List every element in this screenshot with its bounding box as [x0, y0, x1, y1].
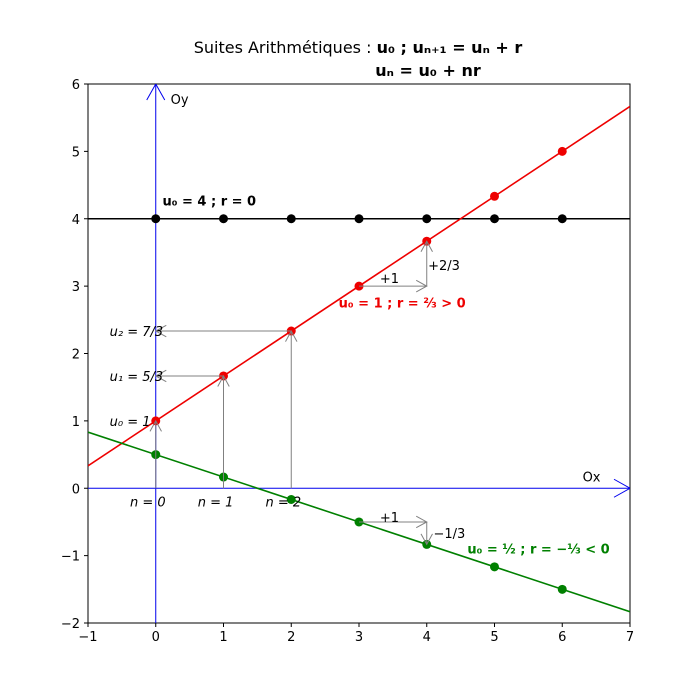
red-rise-label: +2/3 — [428, 259, 460, 274]
chart-title-line2: uₙ = u₀ + nr — [375, 61, 481, 80]
y-tick-label: 5 — [72, 145, 80, 160]
ox-arrow-head — [613, 478, 630, 498]
oy-arrow-head — [146, 84, 166, 101]
annotations: Ox Oy +1 +2/3 +1 −1/3 u₀ = 4 ; r = 0 u₀ = 1 ; r… — [110, 93, 610, 594]
series-label-red: u₀ = 1 ; r = ⅔ > 0 — [339, 297, 466, 312]
y-tick-label: 1 — [72, 415, 80, 430]
series-label-green: u₀ = ½ ; r = −⅓ < 0 — [467, 543, 609, 558]
n-label-2: n = 2 — [266, 495, 302, 510]
y-tick-label: 4 — [72, 213, 80, 228]
n-label-1: n = 1 — [198, 495, 234, 510]
x-tick-label: 7 — [626, 630, 634, 645]
y-tick-label: 6 — [72, 78, 80, 93]
series-point-0 — [557, 214, 567, 224]
n-label-0: n = 0 — [130, 495, 166, 510]
series-point-0 — [219, 214, 228, 224]
green-run-label: +1 — [380, 511, 399, 526]
series-point-0 — [286, 214, 296, 224]
x-tick-label: 5 — [490, 630, 498, 645]
y-tick-label: 0 — [72, 482, 80, 497]
series-point-0 — [490, 214, 499, 224]
series-point-1 — [490, 191, 499, 201]
u-label-2: u₂ = 7/3 — [110, 325, 164, 340]
series-point-0 — [354, 214, 364, 224]
u-label-0: u₀ = 1 — [110, 415, 151, 430]
series-point-2 — [557, 584, 567, 594]
red-rise-arrow-head — [420, 240, 433, 252]
series-point-2 — [286, 494, 296, 504]
u-label-1: u₁ = 5/3 — [110, 370, 164, 385]
vertical-arrow-n0-head — [149, 419, 162, 432]
x-tick-label: 0 — [152, 630, 160, 645]
x-tick-label: 2 — [287, 630, 295, 645]
y-tick-label: 2 — [72, 348, 80, 363]
horizontal-arrow-u1-head — [154, 369, 167, 383]
x-tick-label: 6 — [558, 630, 566, 645]
x-tick-label: 3 — [355, 630, 363, 645]
green-rise-arrow-head — [420, 533, 433, 546]
green-rise-label: −1/3 — [434, 527, 466, 542]
oy-axis-label: Oy — [171, 93, 189, 108]
y-tick-label: 3 — [72, 280, 80, 295]
series-point-0 — [422, 214, 432, 224]
series-point-2 — [490, 562, 499, 572]
series-point-1 — [557, 146, 567, 156]
y-tick-label: −1 — [61, 550, 80, 565]
y-tick-label: −2 — [61, 617, 80, 632]
series-point-0 — [151, 214, 161, 224]
chart-title-line1: Suites Arithmétiques : u₀ ; uₙ₊₁ = uₙ + … — [194, 38, 523, 57]
x-tick-label: 4 — [423, 630, 431, 645]
x-tick-label: −1 — [78, 630, 97, 645]
horizontal-arrow-u2-head — [154, 324, 167, 338]
ox-axis-label: Ox — [583, 471, 601, 486]
x-tick-label: 1 — [219, 630, 227, 645]
red-run-label: +1 — [380, 272, 399, 287]
series-label-black: u₀ = 4 ; r = 0 — [163, 194, 257, 209]
